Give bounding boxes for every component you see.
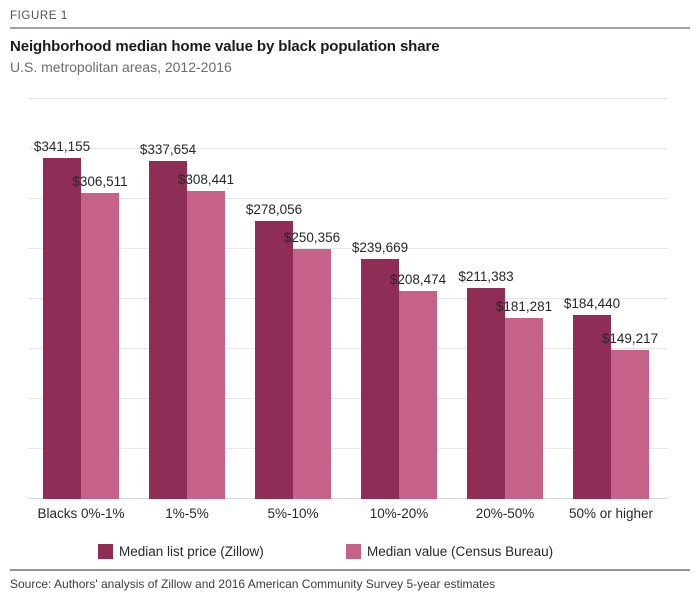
bar-census-value-2 xyxy=(293,248,331,499)
gridline-150000 xyxy=(28,348,668,349)
bar-list-price-5 xyxy=(573,314,611,499)
bar-value-label: $337,654 xyxy=(139,142,197,158)
bar-value-label: $181,281 xyxy=(495,298,553,314)
bar-list-price-4 xyxy=(467,287,505,499)
bar-value-label: $208,474 xyxy=(389,271,447,287)
bar-value-label: $149,217 xyxy=(601,330,659,346)
gridline-250000 xyxy=(28,248,668,249)
legend-label: Median value (Census Bureau) xyxy=(367,544,554,559)
legend-label: Median list price (Zillow) xyxy=(119,544,264,559)
bar-value-label: $239,669 xyxy=(351,240,409,256)
figure-label: FIGURE 1 xyxy=(10,10,68,22)
chart-subtitle: U.S. metropolitan areas, 2012-2016 xyxy=(10,59,232,75)
footer-rule xyxy=(10,569,690,571)
chart-title: Neighborhood median home value by black … xyxy=(10,38,440,55)
bar-census-value-4 xyxy=(505,317,543,499)
x-axis-label-5: 50% or higher xyxy=(568,506,654,521)
bar-census-value-3 xyxy=(399,290,437,499)
x-axis-label-4: 20%-50% xyxy=(475,506,535,521)
bar-value-label: $341,155 xyxy=(33,138,91,154)
x-axis-baseline xyxy=(28,498,668,499)
bar-value-label: $250,356 xyxy=(283,229,341,245)
chart-legend: Median list price (Zillow) Median value (… xyxy=(0,543,700,563)
header-rule xyxy=(10,27,690,29)
chart-area: $341,155 $306,511 $337,654 $308,441 $278,056… xyxy=(28,98,668,499)
bar-census-value-1 xyxy=(187,190,225,499)
bar-value-label: $306,511 xyxy=(72,173,128,189)
bar-census-value-5 xyxy=(611,349,649,499)
x-axis-label-1: 1%-5% xyxy=(165,506,209,521)
gridline-400000 xyxy=(28,98,668,99)
bar-census-value-0 xyxy=(81,192,119,499)
legend-swatch xyxy=(98,544,113,559)
gridline-300000 xyxy=(28,198,668,199)
gridline-50000 xyxy=(28,448,668,449)
bar-value-label: $211,383 xyxy=(458,268,514,284)
legend-item-1: Median value (Census Bureau) xyxy=(346,543,553,559)
x-axis-label-0: Blacks 0%-1% xyxy=(37,506,125,521)
bar-list-price-1 xyxy=(149,161,187,499)
x-axis-label-2: 5%-10% xyxy=(267,506,319,521)
bar-value-label: $278,056 xyxy=(245,201,303,217)
x-axis-labels: Blacks 0%-1% 1%-5% 5%-10% 10%-20% 20%-50% 50%… xyxy=(28,506,668,524)
bar-list-price-3 xyxy=(361,259,399,499)
bar-list-price-0 xyxy=(43,157,81,499)
gridline-200000 xyxy=(28,298,668,299)
x-axis-label-3: 10%-20% xyxy=(369,506,429,521)
legend-swatch xyxy=(346,544,361,559)
bar-list-price-2 xyxy=(255,220,293,499)
gridline-350000 xyxy=(28,148,668,149)
legend-item-0: Median list price (Zillow) xyxy=(98,543,264,559)
gridline-100000 xyxy=(28,398,668,399)
bar-value-label: $184,440 xyxy=(563,295,621,311)
source-note: Source: Authors' analysis of Zillow and … xyxy=(10,577,496,591)
bar-value-label: $308,441 xyxy=(177,171,235,187)
